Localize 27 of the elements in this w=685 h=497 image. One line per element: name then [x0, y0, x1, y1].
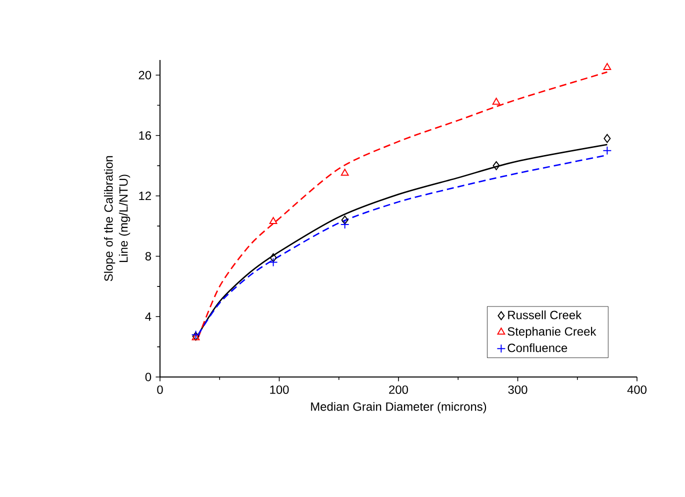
y-tick-label: 0 — [145, 372, 152, 382]
legend-label: Russell Creek — [508, 310, 582, 320]
x-tick-label: 400 — [627, 385, 647, 394]
point — [492, 161, 500, 170]
point — [270, 253, 277, 262]
y-tick-label: 8 — [145, 252, 152, 260]
point — [341, 216, 348, 224]
x-axis-title: Median Grain Diameter (microns) — [311, 402, 486, 414]
x-tick-label: 0 — [157, 385, 163, 394]
point — [340, 220, 350, 230]
x-tick-label: 200 — [389, 385, 408, 394]
legend-label: Confluence — [508, 343, 568, 352]
x-tick-label: 300 — [508, 385, 528, 394]
y-tick-label: 16 — [139, 131, 152, 140]
y-tick-label: 20 — [138, 70, 152, 80]
point — [602, 146, 612, 156]
point — [604, 134, 611, 143]
y-tick-label: 12 — [139, 192, 151, 200]
point — [269, 217, 278, 224]
point — [492, 98, 500, 105]
point — [340, 168, 349, 176]
y-tick-label: 4 — [145, 312, 152, 321]
x-tick-label: 100 — [270, 385, 289, 394]
point — [603, 63, 612, 70]
y-axis-title: Slope of the Calibration Line (mg/L/NTU) — [104, 156, 130, 282]
legend-label: Stephanie Creek — [508, 326, 596, 338]
point — [268, 258, 278, 267]
